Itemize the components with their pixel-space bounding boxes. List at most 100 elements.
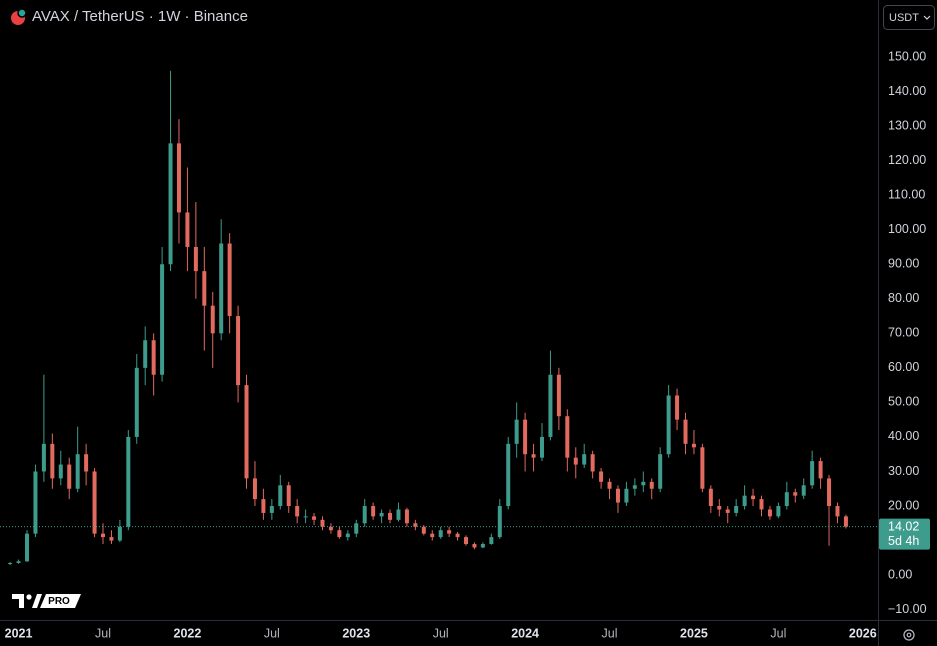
candle-body [252, 478, 257, 500]
candle-body [793, 492, 798, 496]
candle-body [58, 464, 63, 479]
candle-body [92, 471, 97, 534]
candle-body [8, 563, 13, 565]
x-tick-label: Jul [95, 626, 111, 640]
candle-body [624, 488, 629, 503]
candle-body [683, 419, 688, 444]
candle-body [388, 512, 393, 520]
candle-body [202, 271, 207, 306]
candle-body [337, 530, 342, 538]
gear[interactable] [903, 629, 915, 641]
candle-body [523, 419, 528, 455]
y-tick-label: 140.00 [888, 84, 926, 98]
candle-body [607, 481, 612, 489]
candle-body [227, 243, 232, 317]
x-tick-label: 2024 [511, 626, 539, 640]
candle-body [413, 523, 418, 527]
candle-body [599, 471, 604, 482]
candle-body [708, 488, 713, 507]
y-tick-label: 120.00 [888, 153, 926, 167]
y-tick-label: 20.00 [888, 498, 919, 512]
candle-body [126, 436, 131, 527]
candle-body [379, 512, 384, 517]
candle-body [295, 506, 300, 517]
y-tick-label: 50.00 [888, 395, 919, 409]
logo-text: PRO [48, 596, 70, 607]
y-tick-label: 100.00 [888, 222, 926, 236]
candle-body [784, 492, 789, 507]
candle-body [160, 264, 165, 375]
candle-body [472, 544, 477, 548]
y-tick-label: 60.00 [888, 360, 919, 374]
y-tick-label: −10.00 [888, 602, 927, 616]
candle-body [50, 443, 55, 479]
candle-body [565, 416, 570, 458]
candle-body [41, 443, 46, 472]
candle-body [480, 544, 485, 548]
candle-body [193, 246, 198, 272]
candle-body [675, 395, 680, 420]
candle-body [776, 506, 781, 517]
candle-body [345, 533, 350, 538]
candle-body [658, 454, 663, 489]
currency-chevron [923, 15, 931, 20]
candle-body [303, 516, 308, 518]
candle-body [143, 340, 148, 368]
candle-body [742, 495, 747, 507]
logo: PRO [12, 594, 81, 608]
chart-title: AVAX / TetherUS · 1W · Binance [32, 8, 248, 25]
last-price-box [879, 518, 930, 550]
candle-body [100, 533, 105, 538]
candle-body [396, 509, 401, 520]
y-tick-label: 70.00 [888, 326, 919, 340]
x-tick-label: 2023 [342, 626, 370, 640]
candle-body [151, 340, 156, 375]
candle-body [759, 499, 764, 510]
settings-icon[interactable] [903, 629, 915, 641]
candle-body [666, 395, 671, 455]
candle-body [25, 533, 30, 562]
candle-body [573, 457, 578, 465]
candle-body [244, 385, 249, 479]
candle-body [109, 537, 114, 541]
candle-body [700, 447, 705, 489]
candle-body [354, 523, 359, 534]
candle-body [430, 533, 435, 538]
y-tick-label: 40.00 [888, 429, 919, 443]
candle-body [362, 506, 367, 524]
y-tick-label: 30.00 [888, 464, 919, 478]
currency-button[interactable] [883, 5, 935, 30]
candle-body [236, 316, 241, 386]
candle-body [117, 526, 122, 541]
candle-body [590, 454, 595, 472]
candle-body [455, 533, 460, 538]
candle-body [734, 506, 739, 513]
y-tick-label: 0.00 [888, 567, 912, 581]
candle-body [16, 561, 21, 564]
candle-body [278, 485, 283, 507]
candle-body [75, 454, 80, 489]
candle-body [464, 537, 469, 545]
logo-mark [12, 594, 24, 608]
candle-body [818, 461, 823, 479]
candle-body [134, 367, 139, 437]
candle-body [514, 419, 519, 444]
logo-mark [32, 594, 42, 608]
candle-body [312, 516, 317, 520]
candle-body [767, 509, 772, 517]
x-tick-label: Jul [264, 626, 280, 640]
gear-center[interactable] [906, 632, 912, 638]
x-tick-label: Jul [433, 626, 449, 640]
candle-body [556, 374, 561, 417]
candle-body [67, 464, 72, 489]
y-tick-label: 110.00 [888, 187, 925, 201]
exchange-icon [17, 8, 27, 18]
candle-body [691, 443, 696, 448]
candle-body [801, 485, 806, 496]
candle-body [286, 485, 291, 507]
candle-body [261, 499, 266, 513]
candle-body [582, 454, 587, 465]
currency-label[interactable]: USDT [889, 12, 919, 24]
